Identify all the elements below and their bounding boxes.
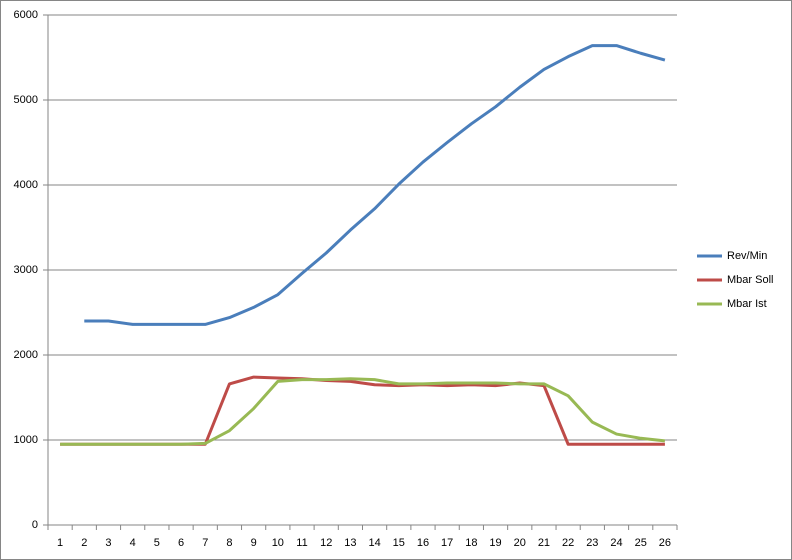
- x-tick-label: 7: [202, 537, 208, 549]
- y-tick-label: 3000: [14, 264, 38, 276]
- series-line: [60, 377, 666, 446]
- y-tick-label: 4000: [14, 179, 38, 191]
- series-line: [84, 44, 666, 326]
- x-tick-label: 15: [393, 537, 405, 549]
- x-tick-label: 20: [514, 537, 526, 549]
- y-tick-label: 2000: [14, 349, 38, 361]
- x-tick-label: 19: [489, 537, 501, 549]
- x-tick-label: 17: [441, 537, 453, 549]
- x-tick-label: 24: [610, 537, 622, 549]
- x-tick-label: 8: [226, 537, 232, 549]
- x-tick-label: 9: [251, 537, 257, 549]
- x-tick-label: 3: [105, 537, 111, 549]
- x-tick-label: 18: [465, 537, 477, 549]
- y-tick-label: 1000: [14, 434, 38, 446]
- x-tick-label: 5: [154, 537, 160, 549]
- x-tick-label: 10: [272, 537, 284, 549]
- y-tick-label: 6000: [14, 9, 38, 21]
- legend-label: Mbar Ist: [727, 298, 767, 310]
- x-tick-label: 1: [57, 537, 63, 549]
- x-tick-label: 2: [81, 537, 87, 549]
- x-tick-label: 23: [586, 537, 598, 549]
- x-tick-label: 13: [344, 537, 356, 549]
- x-tick-label: 6: [178, 537, 184, 549]
- x-tick-label: 14: [368, 537, 380, 549]
- x-tick-label: 4: [130, 537, 136, 549]
- y-tick-label: 0: [32, 519, 38, 531]
- legend-label: Rev/Min: [727, 250, 767, 262]
- x-tick-label: 12: [320, 537, 332, 549]
- y-tick-label: 5000: [14, 94, 38, 106]
- x-tick-label: 26: [659, 537, 671, 549]
- x-tick-label: 25: [635, 537, 647, 549]
- x-tick-label: 22: [562, 537, 574, 549]
- x-tick-label: 21: [538, 537, 550, 549]
- x-tick-label: 11: [296, 537, 307, 549]
- legend-label: Mbar Soll: [727, 274, 773, 286]
- x-tick-label: 16: [417, 537, 429, 549]
